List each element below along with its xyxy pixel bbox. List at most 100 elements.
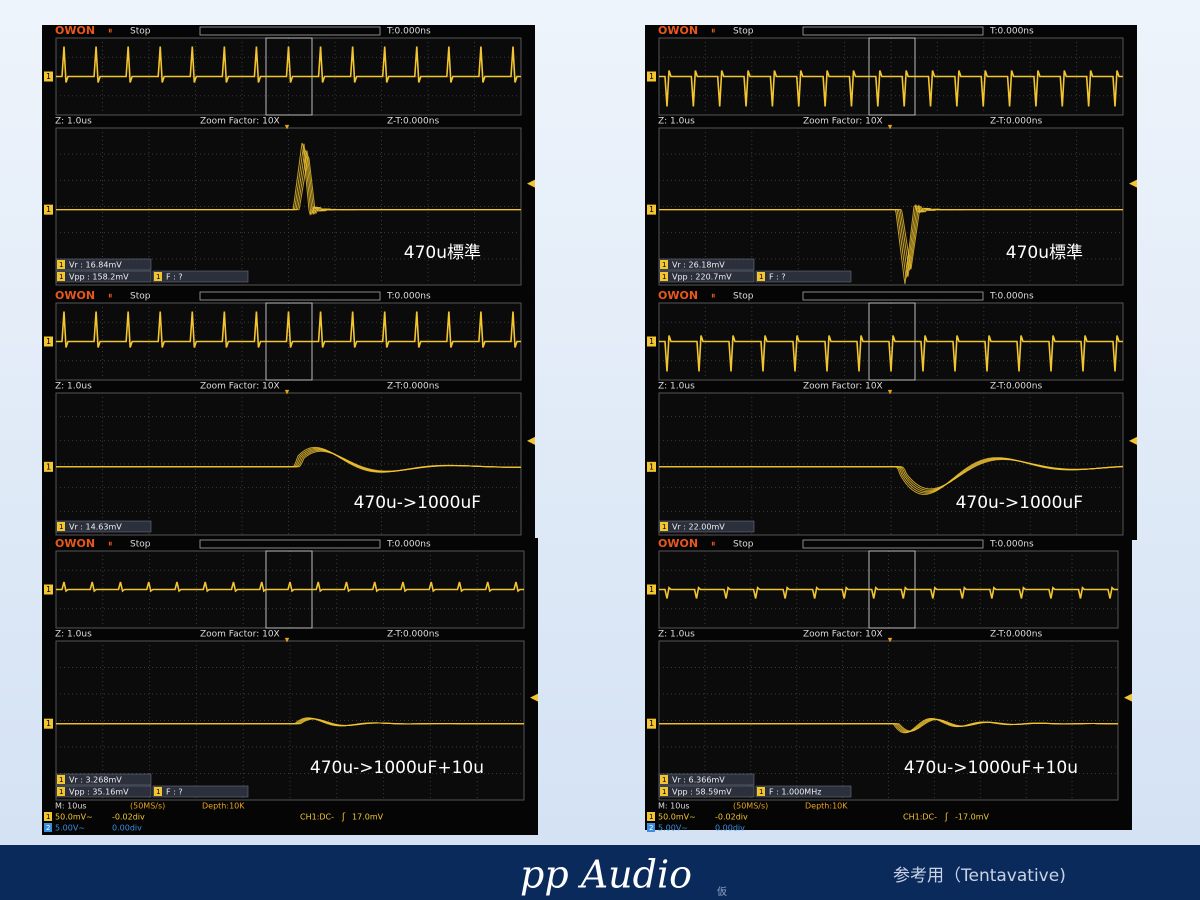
trigger-time: T:0.000ns <box>386 540 431 550</box>
measure-badge-label: 1 <box>662 788 666 796</box>
scope-panel: OWON ⏸ Stop T:0.000ns 1 Z: 1.0us Zoom Factor: … <box>645 537 1132 833</box>
measure-badge-label: 1 <box>59 776 63 784</box>
channel-marker: 1 <box>649 205 654 214</box>
caption: 470u->1000uF <box>354 493 481 513</box>
run-state: Stop <box>130 292 151 302</box>
channel-marker: 1 <box>46 337 51 346</box>
channel-marker-bg <box>44 71 53 82</box>
trigger-level-marker <box>1129 436 1137 445</box>
scope-panel: OWON ⏸ Stop T:0.000ns 1 Z: 1.0us Zoom Factor: … <box>42 537 538 835</box>
measure-value: Vpp : 58.59mV <box>672 788 732 797</box>
measure-badge <box>57 260 65 269</box>
zoom-factor: Zoom Factor: 10X <box>803 382 883 392</box>
zoom-trace <box>659 205 1123 270</box>
zoom-factor: Zoom Factor: 10X <box>200 382 280 392</box>
trigger-edge: ʃ <box>341 813 346 823</box>
ch1-badge <box>44 812 52 821</box>
trigger-level-marker <box>527 436 535 445</box>
memory-bar <box>199 291 381 301</box>
trigger-pos: ▾ <box>285 636 290 646</box>
brand: OWON <box>658 289 698 302</box>
zoom-time: Z-T:0.000ns <box>387 630 439 640</box>
trigger-level: -17.0mV <box>955 813 989 822</box>
measure-badge <box>660 522 668 531</box>
channel-marker: 1 <box>649 585 654 594</box>
channel-marker-bg <box>647 718 656 729</box>
trigger-source: CH1:DC- <box>300 813 334 822</box>
trigger-time: T:0.000ns <box>386 292 431 302</box>
trigger-level-marker <box>530 693 538 702</box>
trigger-level: 17.0mV <box>352 813 384 822</box>
timebase: M: 10us <box>55 802 87 811</box>
trigger-pos: ▾ <box>888 388 893 398</box>
ch1-badge <box>647 812 655 821</box>
measure-badge-label: 1 <box>59 523 63 531</box>
channel-marker: 1 <box>649 337 654 346</box>
measure-value: F : ? <box>769 273 786 282</box>
measure-badge-label: 1 <box>59 788 63 796</box>
measure-badge <box>154 272 162 281</box>
overview-trace <box>56 46 521 83</box>
scope-panel: OWON ⏸ Stop T:0.000ns 1 Z: 1.0us Zoom Factor: … <box>645 289 1137 540</box>
measure-box <box>658 270 755 283</box>
footer-brand: pp Audio <box>520 853 692 897</box>
run-icon: ⏸ <box>711 27 716 37</box>
measure-box <box>55 773 152 786</box>
measure-badge <box>660 260 668 269</box>
measure-value: Vpp : 220.7mV <box>672 273 732 282</box>
footer-mark: 仮 <box>717 885 727 898</box>
measure-value: F : 1.000MHz <box>769 788 821 797</box>
run-icon: ⏸ <box>711 540 716 550</box>
trigger-pos: ▾ <box>888 636 893 646</box>
measure-box <box>658 258 755 271</box>
measure-value: Vpp : 35.16mV <box>69 788 129 797</box>
measure-value: F : ? <box>166 273 183 282</box>
measure-badge-label: 1 <box>59 261 63 269</box>
channel-marker-bg <box>44 204 53 215</box>
ch1-badge-label: 1 <box>46 813 50 821</box>
trigger-pos: ▾ <box>285 123 290 133</box>
zoom-trace <box>56 154 521 215</box>
zoom-time: Z-T:0.000ns <box>990 630 1042 640</box>
zoom-trace <box>659 459 1123 490</box>
scope-panel: OWON ⏸ Stop T:0.000ns 1 Z: 1.0us Zoom Factor: … <box>645 24 1137 290</box>
ch1-badge-label: 1 <box>649 813 653 821</box>
measure-value: Vr : 16.84mV <box>69 261 122 270</box>
measure-badge <box>660 272 668 281</box>
measure-value: Vr : 26.18mV <box>672 261 725 270</box>
overview-trace <box>56 581 524 593</box>
trigger-time: T:0.000ns <box>989 27 1034 37</box>
measure-badge-label: 1 <box>156 788 160 796</box>
ch2-scale: 5.00V~ <box>55 824 85 833</box>
run-state: Stop <box>733 27 754 37</box>
zoom-factor: Zoom Factor: 10X <box>803 630 883 640</box>
overview-trace <box>659 335 1123 372</box>
zoom-scale: Z: 1.0us <box>55 117 92 127</box>
channel-marker: 1 <box>46 585 51 594</box>
trigger-time: T:0.000ns <box>386 27 431 37</box>
trigger-edge: ʃ <box>944 813 949 823</box>
overview-trace <box>659 586 1118 599</box>
measure-value: Vr : 6.366mV <box>672 776 725 785</box>
zoom-time: Z-T:0.000ns <box>387 382 439 392</box>
channel-marker: 1 <box>46 205 51 214</box>
trigger-pos: ▾ <box>285 388 290 398</box>
memory-bar <box>802 291 984 301</box>
measure-box <box>755 270 852 283</box>
trigger-level-marker <box>527 179 535 188</box>
memory-bar <box>802 539 984 549</box>
measure-badge-label: 1 <box>759 273 763 281</box>
measure-badge <box>660 775 668 784</box>
measure-badge-label: 1 <box>759 788 763 796</box>
run-icon: ⏸ <box>108 540 113 550</box>
zoom-factor: Zoom Factor: 10X <box>200 630 280 640</box>
measure-badge <box>57 272 65 281</box>
channel-marker-bg <box>647 336 656 347</box>
brand: OWON <box>658 24 698 37</box>
channel-marker: 1 <box>649 72 654 81</box>
brand: OWON <box>55 289 95 302</box>
measure-badge <box>57 787 65 796</box>
measure-badge <box>757 787 765 796</box>
zoom-time: Z-T:0.000ns <box>990 117 1042 127</box>
